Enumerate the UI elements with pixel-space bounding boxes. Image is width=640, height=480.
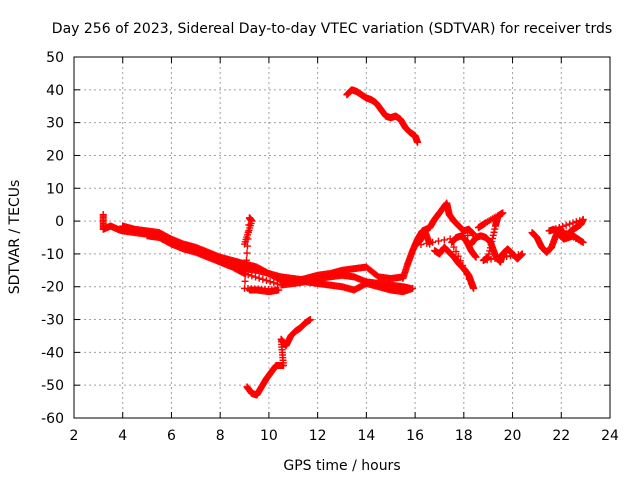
y-tick-label: 50 xyxy=(46,50,64,66)
data-point-marker xyxy=(241,240,249,248)
y-tick-label: -60 xyxy=(41,411,64,427)
grid-lines xyxy=(74,57,610,418)
data-point-marker xyxy=(461,266,469,274)
x-tick-label: 8 xyxy=(216,428,225,444)
data-point-marker xyxy=(409,284,417,292)
data-point-marker xyxy=(242,263,250,271)
data-point-marker xyxy=(243,249,251,257)
data-point-marker xyxy=(576,217,584,225)
series-short-arc-9h xyxy=(241,214,283,296)
series-descent-17-18h xyxy=(431,232,480,292)
data-point-marker xyxy=(266,278,274,286)
x-tick-label: 2 xyxy=(70,428,79,444)
data-point-marker xyxy=(434,237,442,245)
x-tick-label: 10 xyxy=(260,428,278,444)
data-point-marker xyxy=(486,244,494,252)
data-point-marker xyxy=(426,240,434,248)
plot-frame xyxy=(73,56,611,419)
data-point-marker xyxy=(241,284,249,292)
y-tick-label: -20 xyxy=(41,280,64,296)
data-point-marker xyxy=(273,280,281,288)
x-tick-label: 20 xyxy=(504,428,522,444)
data-point-marker xyxy=(572,218,580,226)
x-tick-label: 18 xyxy=(455,428,473,444)
data-point-marker xyxy=(487,241,495,249)
x-tick-label: 24 xyxy=(601,428,619,444)
data-point-marker xyxy=(465,275,473,283)
data-point-marker xyxy=(463,271,471,279)
data-point-marker xyxy=(459,261,467,269)
series-main-band-c xyxy=(143,232,417,296)
data-point-marker xyxy=(452,248,460,256)
data-point-marker xyxy=(566,220,574,228)
data-point-marker xyxy=(242,270,250,278)
data-point-marker xyxy=(414,138,422,146)
x-tick-label: 22 xyxy=(552,428,570,444)
data-point-marker xyxy=(490,228,498,236)
data-point-marker xyxy=(306,316,314,324)
y-tick-labels: -60 -50 -40 -30 -20 -10 0 10 20 30 40 50 xyxy=(41,50,64,427)
data-point-marker xyxy=(262,276,270,284)
y-tick-label: 20 xyxy=(46,148,64,164)
data-point-marker xyxy=(474,224,482,232)
y-tick-label: -40 xyxy=(41,345,64,361)
data-point-marker xyxy=(484,253,492,261)
data-point-marker xyxy=(579,215,587,223)
x-axis-label: GPS time / hours xyxy=(283,458,400,474)
y-tick-label: -10 xyxy=(41,247,64,263)
series-cluster-19-20h xyxy=(467,209,526,266)
data-point-marker xyxy=(252,273,260,281)
data-point-marker xyxy=(259,275,267,283)
data-point-marker xyxy=(440,236,448,244)
series-lower-arc xyxy=(243,316,314,399)
data-point-marker xyxy=(248,272,256,280)
data-point-marker xyxy=(491,225,499,233)
data-point-marker xyxy=(454,252,462,260)
data-point-marker xyxy=(486,247,494,255)
data-point-marker xyxy=(470,284,478,292)
y-tick-label: -30 xyxy=(41,313,64,329)
data-point-marker xyxy=(467,280,475,288)
series-upper-arc xyxy=(343,86,422,146)
data-point-marker xyxy=(242,256,250,264)
data-point-marker xyxy=(241,277,249,285)
x-tick-label: 12 xyxy=(309,428,327,444)
data-point-marker xyxy=(456,257,464,265)
y-tick-label: -50 xyxy=(41,378,64,394)
data-points xyxy=(99,86,587,399)
axis-ticks xyxy=(73,56,611,419)
data-point-marker xyxy=(555,225,563,233)
data-point-marker xyxy=(450,243,458,251)
data-point-marker xyxy=(559,222,567,230)
data-point-marker xyxy=(489,234,497,242)
y-tick-label: 30 xyxy=(46,116,64,132)
data-point-marker xyxy=(489,231,497,239)
x-tick-label: 6 xyxy=(167,428,176,444)
x-tick-label: 4 xyxy=(118,428,127,444)
chart-title: Day 256 of 2023, Sidereal Day-to-day VTE… xyxy=(52,21,612,37)
data-point-marker xyxy=(464,231,472,239)
data-point-marker xyxy=(270,279,278,287)
y-tick-label: 10 xyxy=(46,181,64,197)
y-tick-label: 40 xyxy=(46,83,64,99)
series-tail-21-23h xyxy=(528,215,587,256)
x-tick-labels: 2 4 6 8 10 12 14 16 18 20 22 24 xyxy=(70,428,619,444)
data-point-marker xyxy=(485,250,493,258)
x-tick-label: 14 xyxy=(357,428,375,444)
data-point-marker xyxy=(569,219,577,227)
data-point-marker xyxy=(488,238,496,246)
x-tick-label: 16 xyxy=(406,428,424,444)
y-tick-label: 0 xyxy=(55,214,64,230)
data-point-marker xyxy=(255,274,263,282)
data-point-marker xyxy=(472,253,480,261)
y-axis-label: SDTVAR / TECUs xyxy=(7,180,23,295)
series-rise-16h xyxy=(399,199,478,283)
data-point-marker xyxy=(562,221,570,229)
